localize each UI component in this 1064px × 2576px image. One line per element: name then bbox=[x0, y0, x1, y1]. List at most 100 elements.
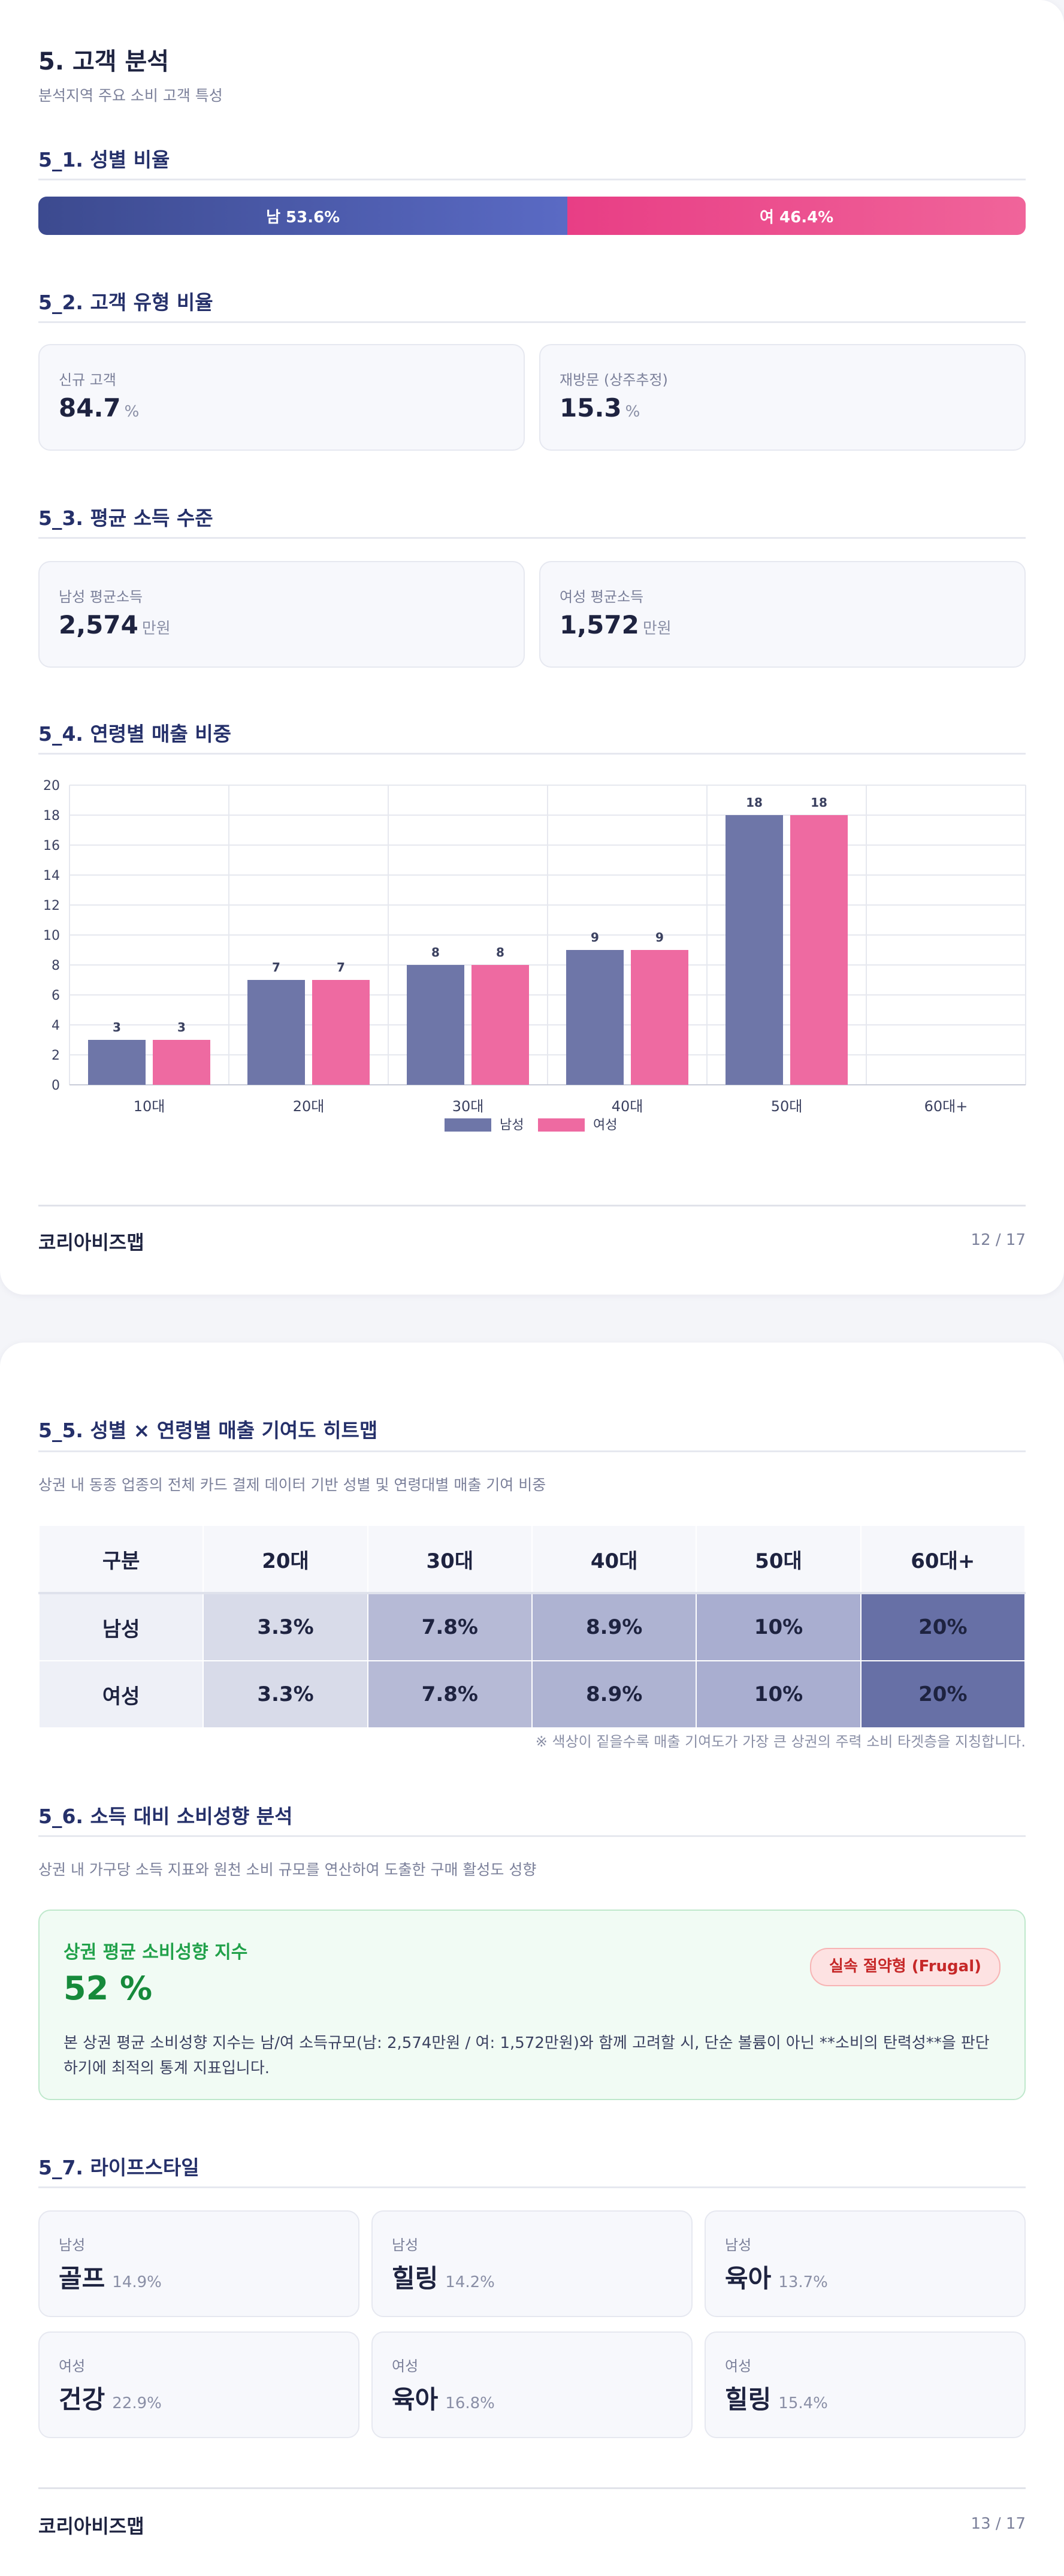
heatmap-cell: 10% bbox=[696, 1592, 862, 1661]
bar-female bbox=[790, 815, 848, 1085]
consumption-index-value: 52 % bbox=[64, 1969, 153, 2007]
x-tick-label: 20대 bbox=[293, 1098, 325, 1115]
footer-divider bbox=[38, 1205, 1026, 1206]
new-customer-label: 신규 고객 bbox=[59, 372, 116, 388]
lifestyle-name: 건강 bbox=[59, 2385, 105, 2414]
lifestyle-pct: 14.2% bbox=[445, 2273, 495, 2291]
heatmap-cell: 10% bbox=[696, 1660, 862, 1729]
gender-ratio-heading: 5_1. 성별 비율 bbox=[38, 148, 170, 171]
heatmap-header-row: 구분 20대 30대 40대 50대 60대+ bbox=[38, 1525, 1026, 1594]
page-number: 13 / 17 bbox=[971, 2515, 1026, 2533]
heatmap-description: 상권 내 동종 업종의 전체 카드 결제 데이터 기반 성별 및 연령대별 매출… bbox=[38, 1476, 546, 1494]
report-page-13: 5_5. 성별 × 연령별 매출 기여도 히트맵 상권 내 동종 업종의 전체 … bbox=[0, 1343, 1064, 2576]
bar-data-label: 7 bbox=[272, 960, 280, 975]
heatmap-cell: 20% bbox=[860, 1592, 1026, 1661]
bar-male bbox=[566, 950, 624, 1085]
heatmap-cell: 3.3% bbox=[202, 1592, 368, 1661]
bar-data-label: 3 bbox=[113, 1020, 121, 1034]
page-subtitle: 분석지역 주요 소비 고객 특성 bbox=[38, 87, 223, 104]
heatmap-row: 남성 3.3% 7.8% 8.9% 10% 20% bbox=[38, 1592, 1026, 1661]
y-tick-label: 2 bbox=[52, 1048, 60, 1063]
male-income-value: 2,574 만원 bbox=[59, 610, 171, 640]
bar-female bbox=[471, 965, 529, 1085]
footer-brand: 코리아비즈맵 bbox=[38, 2515, 144, 2538]
consumption-index-description: 본 상권 평균 소비성향 지수는 남/여 소득규모(남: 2,574만원 / 여… bbox=[64, 2034, 990, 2077]
age-sales-bar-chart: 0 2 4 6 8 10 12 14 16 18 20 3 3 10대 7 7 20대 8 8 30대 9 9 40대 18 1… bbox=[43, 779, 1026, 1133]
female-income-value: 1,572 만원 bbox=[560, 610, 672, 640]
lifestyle-pct: 14.9% bbox=[112, 2273, 162, 2291]
bar-female bbox=[153, 1040, 210, 1085]
heatmap-cell: 7.8% bbox=[367, 1592, 533, 1661]
lifestyle-gender: 남성 bbox=[392, 2237, 419, 2254]
bar-male bbox=[407, 965, 464, 1085]
heatmap-cell: 7.8% bbox=[367, 1660, 533, 1729]
heatmap-cell: 8.9% bbox=[531, 1660, 697, 1729]
x-tick-label: 40대 bbox=[612, 1098, 643, 1115]
male-ratio-segment: 남 53.6% bbox=[38, 197, 568, 235]
heatmap-row-label: 여성 bbox=[38, 1660, 204, 1729]
y-tick-label: 16 bbox=[43, 838, 60, 853]
lifestyle-value: 육아 16.8% bbox=[392, 2379, 495, 2416]
section-divider bbox=[38, 1450, 1026, 1452]
legend-swatch bbox=[445, 1118, 491, 1132]
female-income-card: 여성 평균소득 1,572 만원 bbox=[539, 561, 1026, 668]
heatmap-col-header: 30대 bbox=[367, 1525, 533, 1594]
lifestyle-value: 건강 22.9% bbox=[59, 2379, 162, 2416]
y-tick-label: 0 bbox=[52, 1078, 60, 1093]
legend-label: 남성 bbox=[500, 1118, 524, 1133]
new-customer-card: 신규 고객 84.7% bbox=[38, 344, 525, 451]
bar-data-label: 9 bbox=[655, 930, 664, 945]
lifestyle-gender: 남성 bbox=[725, 2237, 752, 2254]
heatmap-cell: 8.9% bbox=[531, 1592, 697, 1661]
returning-customer-value: 15.3% bbox=[560, 393, 640, 423]
bar-male bbox=[88, 1040, 146, 1085]
y-tick-label: 6 bbox=[52, 988, 60, 1003]
lifestyle-pct: 13.7% bbox=[778, 2273, 828, 2291]
bar-data-label: 9 bbox=[591, 930, 599, 945]
bar-male bbox=[726, 815, 783, 1085]
consumption-index-card: 상권 평균 소비성향 지수 52 % 실속 절약형 (Frugal) 본 상권 … bbox=[38, 1910, 1026, 2100]
consumption-heading: 5_6. 소득 대비 소비성향 분석 bbox=[38, 1805, 293, 1828]
lifestyle-name: 육아 bbox=[725, 2264, 772, 2293]
gender-age-heatmap: 구분 20대 30대 40대 50대 60대+ 남성 3.3% 7.8% 8.9% 10% 20% 여… bbox=[38, 1525, 1026, 1729]
section-divider bbox=[38, 321, 1026, 323]
female-ratio-segment: 여 46.4% bbox=[567, 197, 1026, 235]
heatmap-col-header: 20대 bbox=[202, 1525, 368, 1594]
page-number: 12 / 17 bbox=[971, 1231, 1026, 1249]
bar-data-label: 8 bbox=[496, 945, 504, 960]
y-tick-label: 4 bbox=[52, 1018, 60, 1033]
lifestyle-value: 힐링 14.2% bbox=[392, 2258, 495, 2295]
lifestyle-gender: 여성 bbox=[392, 2358, 419, 2375]
bar-data-label: 18 bbox=[746, 795, 763, 810]
returning-customer-label: 재방문 (상주추정) bbox=[560, 372, 668, 388]
y-tick-label: 10 bbox=[43, 928, 60, 943]
bar-female bbox=[312, 980, 370, 1085]
consumption-type-badge: 실속 절약형 (Frugal) bbox=[810, 1948, 1000, 1986]
lifestyle-heading: 5_7. 라이프스타일 bbox=[38, 2156, 200, 2179]
income-heading: 5_3. 평균 소득 수준 bbox=[38, 506, 213, 530]
lifestyle-card: 여성 건강 22.9% bbox=[38, 2331, 359, 2438]
section-divider bbox=[38, 179, 1026, 180]
lifestyle-pct: 15.4% bbox=[778, 2394, 828, 2412]
lifestyle-name: 힐링 bbox=[725, 2385, 772, 2414]
page-title: 5. 고객 분석 bbox=[38, 48, 170, 76]
bar-data-label: 7 bbox=[337, 960, 345, 975]
heatmap-col-header: 40대 bbox=[531, 1525, 697, 1594]
returning-customer-card: 재방문 (상주추정) 15.3% bbox=[539, 344, 1026, 451]
customer-type-heading: 5_2. 고객 유형 비율 bbox=[38, 291, 213, 314]
legend-swatch bbox=[538, 1118, 585, 1132]
x-tick-label: 60대+ bbox=[924, 1098, 968, 1115]
gender-ratio-bar: 남 53.6% 여 46.4% bbox=[38, 197, 1026, 235]
heatmap-cell: 20% bbox=[860, 1660, 1026, 1729]
heatmap-cell: 3.3% bbox=[202, 1660, 368, 1729]
lifestyle-value: 육아 13.7% bbox=[725, 2258, 828, 2295]
age-sales-heading: 5_4. 연령별 매출 비중 bbox=[38, 722, 231, 746]
section-divider bbox=[38, 2186, 1026, 2188]
y-tick-label: 8 bbox=[52, 958, 60, 973]
legend-label: 여성 bbox=[593, 1118, 617, 1133]
bar-data-label: 18 bbox=[811, 795, 827, 810]
male-income-card: 남성 평균소득 2,574 만원 bbox=[38, 561, 525, 668]
